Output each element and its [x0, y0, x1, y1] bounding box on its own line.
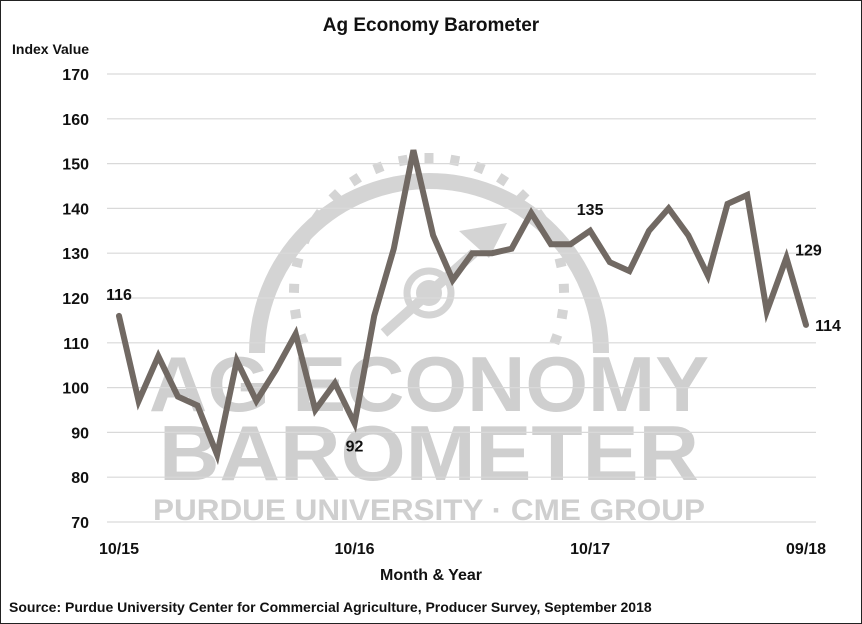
svg-text:70: 70 [71, 515, 89, 532]
svg-text:135: 135 [577, 202, 604, 219]
svg-text:130: 130 [62, 246, 89, 263]
svg-text:10/15: 10/15 [99, 541, 139, 558]
svg-text:116: 116 [106, 287, 132, 304]
svg-text:92: 92 [346, 438, 364, 455]
svg-text:10/17: 10/17 [570, 541, 610, 558]
svg-text:09/18: 09/18 [786, 541, 826, 558]
x-axis-ticks: 10/15 10/16 10/17 09/18 [99, 541, 826, 558]
svg-text:160: 160 [62, 112, 89, 129]
svg-text:170: 170 [62, 67, 89, 84]
chart-title: Ag Economy Barometer [322, 15, 540, 36]
source-note: Source: Purdue University Center for Com… [9, 599, 652, 615]
svg-text:90: 90 [71, 425, 89, 442]
svg-text:129: 129 [795, 243, 822, 260]
x-axis-label: Month & Year [380, 567, 482, 584]
svg-text:110: 110 [63, 336, 89, 353]
y-axis-label: Index Value [12, 41, 90, 57]
svg-text:10/16: 10/16 [335, 541, 375, 558]
svg-text:140: 140 [62, 201, 89, 218]
svg-text:120: 120 [62, 291, 89, 308]
svg-text:150: 150 [62, 157, 89, 174]
svg-text:114: 114 [815, 318, 841, 335]
data-labels: 116 92 135 129 114 [106, 202, 841, 456]
y-axis-ticks: 70 80 90 100 110 120 130 140 150 160 170 [62, 67, 89, 532]
gridlines [107, 73, 816, 523]
svg-text:80: 80 [71, 470, 89, 487]
data-line [116, 149, 809, 466]
svg-text:AG ECONOMY: AG ECONOMY [149, 340, 709, 428]
svg-text:100: 100 [62, 381, 89, 398]
svg-text:BAROMETER: BAROMETER [159, 409, 699, 497]
